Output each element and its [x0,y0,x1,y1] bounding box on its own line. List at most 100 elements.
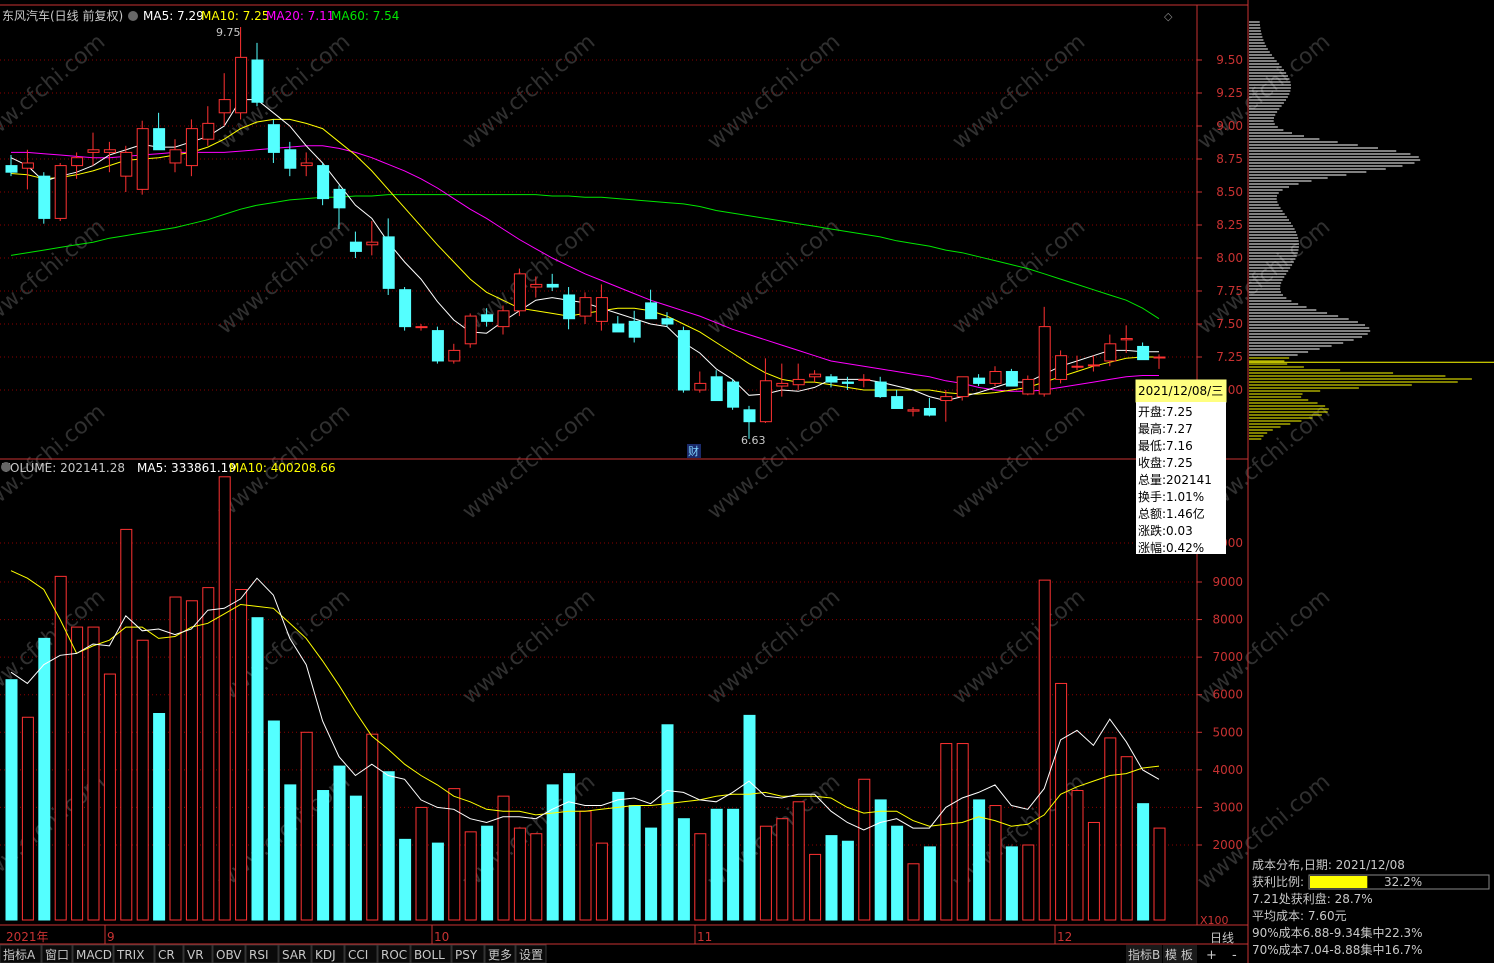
volume-bar [218,476,231,921]
volume-bar [103,673,116,921]
indicator-tab[interactable]: OBV [212,944,246,963]
candle-body [202,122,215,140]
indicator-tab-label[interactable]: 指标A [3,947,36,962]
candle-body [759,380,772,423]
indicator-tab[interactable]: 更多 [484,944,516,963]
volume-bar [1005,846,1018,921]
indicator-tab-bg [484,944,516,963]
candle-body [464,315,477,345]
indicator-tab-label[interactable]: CCI [348,948,368,962]
indicator-tab[interactable]: CR [154,944,184,963]
candle-body [579,297,592,317]
volume-settings-icon[interactable] [1,462,11,472]
candle [841,376,854,390]
candle-body [251,59,264,103]
volume-bar [973,799,986,921]
indicator-tab[interactable]: 窗口 [41,944,73,963]
candle [743,405,756,439]
vol_ma10-line [10,570,1160,827]
candle-body [923,407,936,416]
volume-bar [136,639,149,921]
indicator-tab-label[interactable]: 窗口 [45,948,69,962]
tooltip-amount: 总额:1.46亿 [1138,506,1205,521]
volume-bar [645,827,658,921]
indicator-tab[interactable]: RSI [245,944,279,963]
volume-bar [415,806,428,921]
candle [169,139,182,173]
indicator-tab-label[interactable]: VR [187,948,204,962]
indicator-tab-label[interactable]: CR [158,948,175,962]
indicator-tab[interactable]: 指标A [0,944,42,963]
candle-body [136,128,149,190]
indicator-tab-bg [451,944,485,963]
candle [727,379,740,410]
candle [54,162,67,222]
indicator-tab[interactable]: ROC [377,944,411,963]
volume-bar [530,833,543,921]
volume-bar [71,626,84,921]
indicator-tab[interactable]: PSY [451,944,485,963]
volume-bar [120,528,133,921]
candle-body [956,376,969,398]
candle [21,149,34,190]
candle-body [153,128,166,151]
candle-body [120,151,133,177]
candle [1055,350,1068,384]
indicator-tab-label[interactable]: OBV [216,948,242,962]
volume-ma5-legend: MA5: 333861.19 [137,461,236,475]
indicator-tab-label[interactable]: 设置 [519,948,543,962]
volume-bar [366,733,379,921]
candle-body [1055,355,1068,380]
finance-badge[interactable]: 财 [688,444,699,458]
indicator-b-tab[interactable] [1126,945,1162,963]
price-tick-label: 8.25 [1216,218,1243,232]
candle [710,370,723,402]
candle-body [103,149,116,153]
volume-bars [5,476,1166,921]
indicator-tab-label[interactable]: KDJ [315,948,336,962]
candle [612,316,625,333]
volume-bar [759,825,772,921]
indicator-tab[interactable]: TRIX [113,944,155,963]
legend-ma10: MA10: 7.25 [201,9,269,23]
candle-body [169,149,182,164]
indicator-tab[interactable]: BOLL [410,944,452,963]
candle [1038,306,1051,397]
volume-bar [661,724,674,921]
indicator-tab-label[interactable]: SAR [282,948,306,962]
indicator-tab[interactable]: CCI [344,944,378,963]
cost-line-3: 90%成本6.88-9.34集中22.3% [1252,925,1423,940]
legend-ma20: MA20: 7.11 [266,9,334,23]
indicator-tab[interactable]: MACD [72,944,114,963]
candle-body [907,409,920,412]
volume-bar [497,795,510,921]
zoom-out-button[interactable]: - [1232,948,1237,963]
indicator-tab[interactable]: SAR [278,944,312,963]
indicator-tab-label[interactable]: BOLL [414,948,445,962]
candle [431,326,444,364]
indicator-tab-label[interactable]: TRIX [116,948,144,962]
zoom-in-button[interactable]: + [1206,948,1217,963]
legend-ma5: MA5: 7.29 [143,9,204,23]
indicator-tab-label[interactable]: MACD [76,948,112,962]
candle-body [366,241,379,246]
indicator-tab-label[interactable]: PSY [455,948,478,962]
indicator-tab[interactable]: VR [183,944,213,963]
indicator-tab[interactable]: 设置 [515,944,547,963]
candle-body [612,323,625,333]
diamond-icon[interactable]: ◇ [1164,10,1173,23]
finance-badge-bg[interactable] [687,444,701,458]
indicator-tab-bg [41,944,73,963]
tooltip-turnover: 换手:1.01% [1138,490,1204,504]
indicator-tab-label[interactable]: 更多 [488,948,512,962]
template-tab[interactable] [1163,945,1197,963]
period-label[interactable]: 日线 [1210,931,1234,945]
candle [923,397,936,417]
indicator-tab-label[interactable]: RSI [249,948,269,962]
indicator-tab-label[interactable]: ROC [381,948,407,962]
indicator-tab[interactable]: KDJ [311,944,345,963]
settings-circle-icon[interactable] [128,11,138,21]
candle [399,287,412,331]
candle [677,326,690,393]
candle [448,343,461,364]
